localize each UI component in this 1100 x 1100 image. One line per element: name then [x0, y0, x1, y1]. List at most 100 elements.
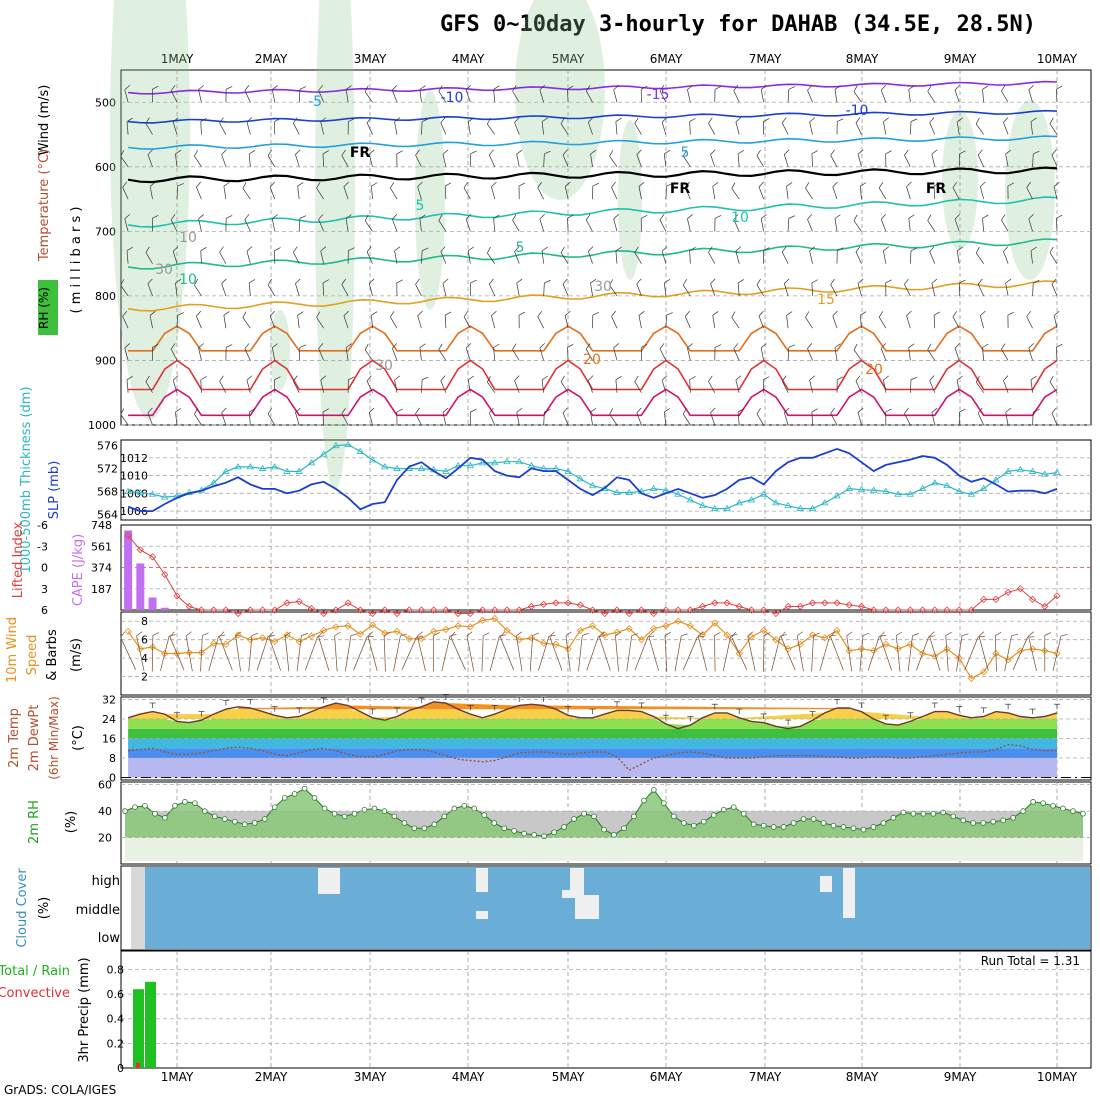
lifted-index-marker: [503, 606, 511, 614]
rh-marker: [411, 825, 418, 832]
wind-barb-shaft: [368, 412, 373, 426]
wind-barb: [613, 214, 619, 232]
wind-barb-flag: [1028, 84, 1034, 91]
wind-barb-shaft: [760, 218, 765, 232]
wind-barb: [488, 278, 496, 297]
lifted-index-marker: [698, 602, 707, 611]
wind-barb-flag: [977, 407, 983, 414]
wind-barb-flag: [364, 343, 369, 350]
wind-barb-flag: [837, 247, 844, 251]
y-tick-label-wind10: 4: [141, 652, 148, 665]
wind-barb: [710, 149, 716, 167]
wind10-barb-flag: [169, 634, 176, 637]
wind-barb-flag: [516, 407, 523, 413]
wind-barb: [832, 310, 838, 329]
wind-barb: [537, 310, 544, 329]
wind-barb: [807, 214, 813, 232]
wind10-barb-shaft: [771, 635, 781, 672]
wind-barb-flag: [906, 310, 912, 317]
wind-barb-flag: [470, 408, 477, 413]
wind-barb: [731, 311, 740, 329]
wind-barb-shaft: [560, 123, 569, 135]
thickness-marker: [283, 467, 291, 474]
wind-barb-flag: [1003, 117, 1009, 123]
lifted-index-marker: [454, 609, 462, 618]
wind-barb: [392, 84, 398, 103]
wind10-barb-shaft: [318, 636, 330, 671]
cape-bar: [124, 530, 133, 610]
wind-barb-flag: [641, 85, 648, 90]
wind-barb: [758, 181, 764, 200]
wind10-barb: [120, 631, 137, 670]
wind-barb: [421, 118, 429, 135]
wind-barb-shaft: [219, 123, 227, 135]
wind-barb: [562, 407, 569, 426]
thickness-marker: [307, 459, 316, 466]
thickness-marker: [503, 457, 511, 465]
cloud-level-middle: middle: [76, 903, 120, 918]
wind-barb-shaft: [587, 380, 593, 393]
rh-shading: [110, 0, 190, 420]
wind10-barb-flag: [714, 632, 721, 636]
wind-barb-flag: [904, 278, 909, 285]
cape-tick-label: 374: [91, 562, 112, 575]
wind-barb: [541, 117, 548, 135]
wind-barb-shaft: [343, 315, 349, 329]
wind-barb: [440, 246, 447, 264]
wind-barb-shaft: [809, 250, 813, 264]
wind-barb: [1051, 407, 1058, 426]
wind-barb-shaft: [634, 381, 642, 393]
wind-barb-flag: [615, 375, 622, 381]
wind-barb-shaft: [659, 219, 667, 232]
wind10-barb: [1028, 631, 1037, 672]
wind-barb: [708, 246, 716, 264]
wind10-barb-shaft: [846, 635, 853, 672]
wind-barb: [787, 344, 796, 361]
wind-barb-shaft: [368, 154, 373, 167]
wind-barb-flag: [249, 408, 256, 413]
wind10-barb: [648, 631, 659, 671]
thickness-marker: [1016, 465, 1025, 473]
wind-barb-shaft: [537, 187, 544, 200]
wind-barb-shaft: [859, 315, 862, 329]
wind-barb: [880, 214, 887, 232]
wind-barb-shaft: [126, 121, 129, 135]
wind10-barb: [219, 631, 233, 671]
wind-speed-marker: [393, 627, 401, 635]
wind-barb-flag: [170, 343, 176, 350]
wind-barb-flag: [242, 182, 247, 189]
wind-barb-flag: [223, 182, 230, 187]
wind-barb-flag: [809, 117, 816, 123]
wind-barb-shaft: [223, 315, 227, 329]
rh-marker: [371, 805, 378, 812]
thickness-marker: [784, 501, 792, 509]
x-tick-label-top: 7MAY: [749, 52, 782, 66]
wind-barb: [1049, 246, 1058, 264]
wind-barb-flag: [396, 408, 403, 413]
rh-marker: [331, 810, 338, 817]
rh-marker: [1040, 800, 1046, 806]
wind-barb-flag: [463, 181, 469, 188]
x-tick-label-bottom: 4MAY: [452, 1070, 485, 1084]
rh-fill: [125, 788, 1083, 838]
wind10-barb: [956, 633, 969, 672]
isotherm-30: [128, 388, 1058, 417]
wind-barb: [979, 310, 986, 329]
wind10-barb: [433, 632, 440, 672]
wind-speed-marker: [344, 622, 352, 630]
wind10-barb-shaft: [578, 635, 583, 672]
rh-marker: [671, 813, 677, 820]
wind-speed-marker: [185, 649, 193, 657]
wind-speed-marker: [417, 635, 426, 643]
wind10-barbs-label: & Barbs: [45, 629, 60, 681]
wind10-barb-shaft: [344, 635, 352, 672]
wind10-barb-shaft: [393, 635, 401, 672]
wind-barb-shaft: [708, 123, 716, 135]
wind-barb-shaft: [834, 218, 838, 232]
thickness-marker: [821, 499, 829, 506]
wind-barb-shaft: [318, 219, 324, 232]
thickness-marker: [319, 450, 328, 457]
wind-barb-shaft: [221, 154, 227, 167]
wind-barb: [246, 375, 253, 393]
cloud-level-high: high: [92, 874, 120, 889]
